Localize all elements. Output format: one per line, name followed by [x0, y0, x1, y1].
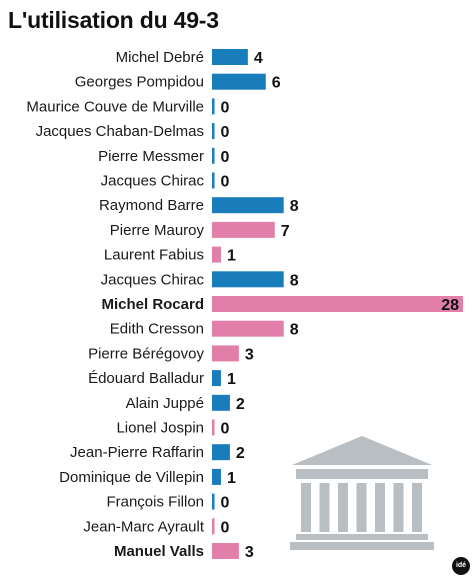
value-label: 7	[281, 223, 290, 240]
category-label: Jacques Chaban-Delmas	[36, 123, 204, 140]
value-label: 0	[221, 519, 230, 536]
value-label: 2	[236, 445, 245, 462]
bar	[212, 197, 284, 214]
building-step	[296, 534, 428, 540]
category-label: Michel Debré	[116, 49, 204, 66]
category-label: Jean-Pierre Raffarin	[70, 444, 204, 461]
value-label: 0	[221, 421, 230, 438]
category-label: Jean-Marc Ayrault	[83, 518, 204, 535]
bar	[212, 444, 230, 461]
category-label: Édouard Balladur	[88, 370, 204, 387]
value-label: 8	[290, 272, 299, 289]
category-label: Alain Juppé	[126, 395, 204, 412]
building-base	[290, 542, 434, 550]
bar	[212, 73, 266, 90]
value-label: 8	[290, 198, 299, 215]
bar	[212, 518, 215, 535]
bar	[212, 320, 284, 337]
value-label: 6	[272, 75, 281, 92]
bar	[212, 246, 221, 263]
value-label: 28	[441, 297, 459, 314]
category-label: Maurice Couve de Murville	[26, 98, 204, 115]
category-label: Georges Pompidou	[75, 74, 204, 91]
value-label: 1	[227, 248, 236, 265]
bar	[212, 370, 221, 387]
value-label: 0	[221, 124, 230, 141]
value-label: 1	[227, 470, 236, 487]
bar	[212, 543, 239, 559]
chart-title: L'utilisation du 49-3	[8, 7, 219, 33]
building-column	[338, 483, 348, 532]
building-column	[301, 483, 311, 532]
bar	[212, 493, 215, 510]
bar	[212, 419, 215, 436]
bar	[212, 123, 215, 140]
building-column	[356, 483, 367, 532]
value-label: 8	[290, 322, 299, 339]
building-column	[375, 483, 385, 532]
building-column	[393, 483, 404, 532]
category-label: Raymond Barre	[99, 197, 204, 214]
category-label: Dominique de Villepin	[59, 469, 204, 486]
bar	[212, 221, 275, 238]
value-label: 0	[221, 495, 230, 512]
bar	[212, 468, 221, 485]
building-entablature	[296, 469, 428, 479]
value-label: 3	[245, 346, 254, 363]
bar	[212, 296, 463, 312]
bar	[212, 345, 239, 362]
bar	[212, 147, 215, 164]
parliament-building-icon	[290, 436, 434, 550]
category-label: Pierre Bérégovoy	[88, 345, 204, 362]
bar	[212, 172, 215, 189]
building-column	[319, 483, 330, 532]
building-column	[412, 483, 422, 532]
publisher-logo: idé	[452, 557, 470, 575]
category-label: François Fillon	[106, 494, 204, 511]
category-label: Edith Cresson	[110, 321, 204, 338]
category-label: Laurent Fabius	[104, 247, 204, 264]
value-label: 3	[245, 544, 254, 561]
bar	[212, 394, 230, 411]
category-label: Jacques Chirac	[101, 173, 205, 190]
value-label: 1	[227, 371, 236, 388]
value-label: 0	[221, 174, 230, 191]
category-label: Pierre Mauroy	[110, 222, 205, 239]
building-roof	[292, 436, 432, 465]
value-label: 0	[221, 99, 230, 116]
value-label: 2	[236, 396, 245, 413]
category-label: Jacques Chirac	[101, 271, 205, 288]
bar	[212, 271, 284, 288]
category-label: Michel Rocard	[101, 296, 204, 313]
value-label: 0	[221, 149, 230, 166]
bar	[212, 98, 215, 115]
bar	[212, 49, 248, 65]
category-label: Pierre Messmer	[98, 148, 204, 165]
value-label: 4	[254, 50, 263, 67]
category-label: Lionel Jospin	[116, 420, 204, 437]
category-label: Manuel Valls	[114, 543, 204, 560]
